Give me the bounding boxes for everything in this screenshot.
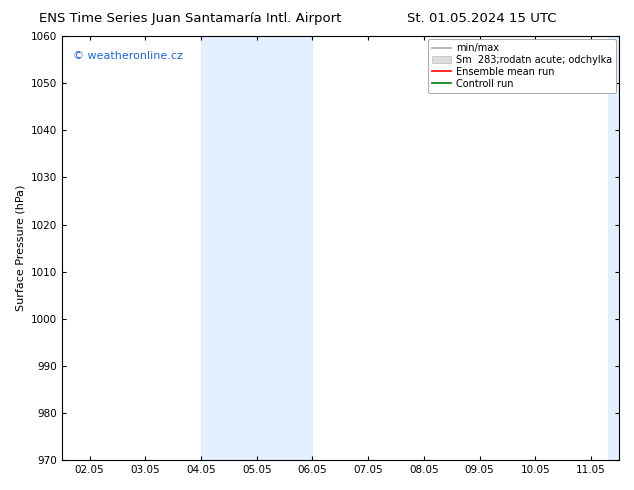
- Bar: [608, 36, 634, 460]
- Text: St. 01.05.2024 15 UTC: St. 01.05.2024 15 UTC: [407, 12, 557, 25]
- Text: © weatheronline.cz: © weatheronline.cz: [73, 51, 183, 61]
- Legend: min/max, Sm  283;rodatn acute; odchylka, Ensemble mean run, Controll run: min/max, Sm 283;rodatn acute; odchylka, …: [428, 39, 616, 93]
- Text: ENS Time Series Juan Santamaría Intl. Airport: ENS Time Series Juan Santamaría Intl. Ai…: [39, 12, 341, 25]
- Bar: [201, 36, 313, 460]
- Y-axis label: Surface Pressure (hPa): Surface Pressure (hPa): [15, 185, 25, 311]
